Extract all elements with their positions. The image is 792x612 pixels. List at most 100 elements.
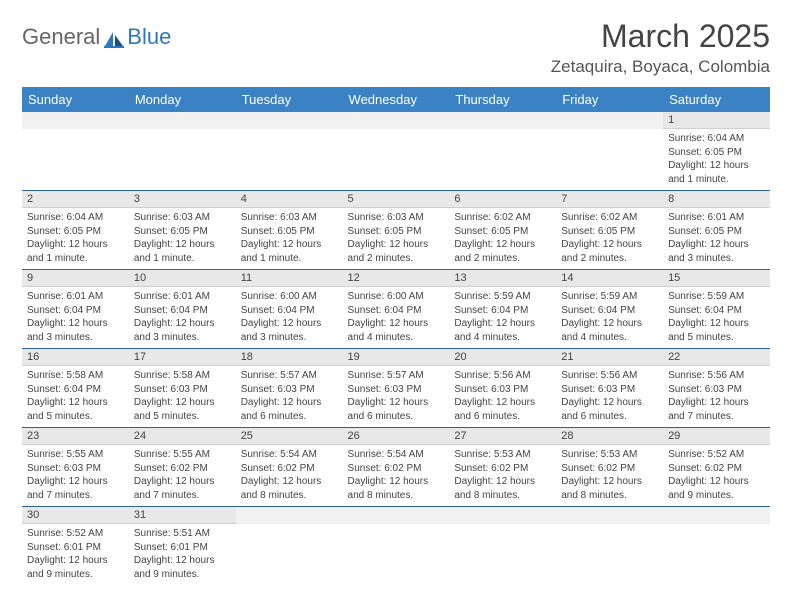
weekday-header: Wednesday — [343, 87, 450, 112]
day-details: Sunrise: 5:52 AMSunset: 6:01 PMDaylight:… — [22, 524, 129, 585]
day-number: 24 — [129, 428, 236, 445]
calendar-table: SundayMondayTuesdayWednesdayThursdayFrid… — [22, 87, 770, 585]
calendar-cell: 15Sunrise: 5:59 AMSunset: 6:04 PMDayligh… — [663, 270, 770, 349]
day-details: Sunrise: 5:58 AMSunset: 6:04 PMDaylight:… — [22, 366, 129, 427]
calendar-cell-empty — [129, 112, 236, 191]
day-number: 11 — [236, 270, 343, 287]
location-text: Zetaquira, Boyaca, Colombia — [551, 57, 770, 77]
day-number: 18 — [236, 349, 343, 366]
weekday-header: Thursday — [449, 87, 556, 112]
brand-logo: General Blue — [22, 24, 171, 50]
calendar-body: 1Sunrise: 6:04 AMSunset: 6:05 PMDaylight… — [22, 112, 770, 585]
calendar-cell: 13Sunrise: 5:59 AMSunset: 6:04 PMDayligh… — [449, 270, 556, 349]
calendar-cell: 30Sunrise: 5:52 AMSunset: 6:01 PMDayligh… — [22, 507, 129, 586]
day-number: 7 — [556, 191, 663, 208]
calendar-cell: 1Sunrise: 6:04 AMSunset: 6:05 PMDaylight… — [663, 112, 770, 191]
day-details: Sunrise: 6:02 AMSunset: 6:05 PMDaylight:… — [556, 208, 663, 269]
empty-cell-head — [449, 112, 556, 129]
empty-cell-head — [556, 507, 663, 524]
weekday-header: Sunday — [22, 87, 129, 112]
calendar-cell: 24Sunrise: 5:55 AMSunset: 6:02 PMDayligh… — [129, 428, 236, 507]
day-details: Sunrise: 6:03 AMSunset: 6:05 PMDaylight:… — [129, 208, 236, 269]
day-number: 1 — [663, 112, 770, 129]
day-details: Sunrise: 5:52 AMSunset: 6:02 PMDaylight:… — [663, 445, 770, 506]
brand-sail-icon — [103, 28, 125, 46]
month-title: March 2025 — [551, 18, 770, 55]
empty-cell-head — [343, 112, 450, 129]
calendar-cell-empty — [236, 112, 343, 191]
day-details: Sunrise: 6:01 AMSunset: 6:04 PMDaylight:… — [129, 287, 236, 348]
day-details: Sunrise: 6:04 AMSunset: 6:05 PMDaylight:… — [22, 208, 129, 269]
day-number: 28 — [556, 428, 663, 445]
calendar-cell-empty — [343, 507, 450, 586]
day-number: 30 — [22, 507, 129, 524]
empty-cell-head — [556, 112, 663, 129]
calendar-row: 30Sunrise: 5:52 AMSunset: 6:01 PMDayligh… — [22, 507, 770, 586]
weekday-header: Friday — [556, 87, 663, 112]
day-details: Sunrise: 6:00 AMSunset: 6:04 PMDaylight:… — [343, 287, 450, 348]
day-details: Sunrise: 5:57 AMSunset: 6:03 PMDaylight:… — [343, 366, 450, 427]
calendar-cell-empty — [449, 507, 556, 586]
day-number: 6 — [449, 191, 556, 208]
calendar-cell: 21Sunrise: 5:56 AMSunset: 6:03 PMDayligh… — [556, 349, 663, 428]
day-number: 17 — [129, 349, 236, 366]
day-details: Sunrise: 5:59 AMSunset: 6:04 PMDaylight:… — [556, 287, 663, 348]
day-details: Sunrise: 5:55 AMSunset: 6:03 PMDaylight:… — [22, 445, 129, 506]
brand-text-blue: Blue — [127, 24, 171, 50]
day-number: 31 — [129, 507, 236, 524]
day-number: 27 — [449, 428, 556, 445]
empty-cell-head — [236, 507, 343, 524]
empty-cell-head — [449, 507, 556, 524]
calendar-cell-empty — [556, 112, 663, 191]
day-details: Sunrise: 6:02 AMSunset: 6:05 PMDaylight:… — [449, 208, 556, 269]
empty-cell-head — [663, 507, 770, 524]
day-number: 4 — [236, 191, 343, 208]
day-number: 13 — [449, 270, 556, 287]
calendar-cell-empty — [556, 507, 663, 586]
empty-cell-head — [129, 112, 236, 129]
calendar-cell-empty — [343, 112, 450, 191]
calendar-cell: 6Sunrise: 6:02 AMSunset: 6:05 PMDaylight… — [449, 191, 556, 270]
calendar-cell-empty — [663, 507, 770, 586]
day-number: 16 — [22, 349, 129, 366]
calendar-cell: 16Sunrise: 5:58 AMSunset: 6:04 PMDayligh… — [22, 349, 129, 428]
day-details: Sunrise: 5:53 AMSunset: 6:02 PMDaylight:… — [449, 445, 556, 506]
brand-text-general: General — [22, 24, 100, 50]
calendar-row: 23Sunrise: 5:55 AMSunset: 6:03 PMDayligh… — [22, 428, 770, 507]
day-details: Sunrise: 5:56 AMSunset: 6:03 PMDaylight:… — [449, 366, 556, 427]
day-number: 25 — [236, 428, 343, 445]
calendar-cell: 8Sunrise: 6:01 AMSunset: 6:05 PMDaylight… — [663, 191, 770, 270]
day-details: Sunrise: 6:04 AMSunset: 6:05 PMDaylight:… — [663, 129, 770, 190]
calendar-cell-empty — [236, 507, 343, 586]
day-number: 26 — [343, 428, 450, 445]
day-number: 2 — [22, 191, 129, 208]
day-details: Sunrise: 5:59 AMSunset: 6:04 PMDaylight:… — [663, 287, 770, 348]
day-number: 9 — [22, 270, 129, 287]
calendar-cell: 29Sunrise: 5:52 AMSunset: 6:02 PMDayligh… — [663, 428, 770, 507]
calendar-row: 2Sunrise: 6:04 AMSunset: 6:05 PMDaylight… — [22, 191, 770, 270]
calendar-cell: 9Sunrise: 6:01 AMSunset: 6:04 PMDaylight… — [22, 270, 129, 349]
calendar-cell: 27Sunrise: 5:53 AMSunset: 6:02 PMDayligh… — [449, 428, 556, 507]
day-number: 10 — [129, 270, 236, 287]
calendar-cell: 5Sunrise: 6:03 AMSunset: 6:05 PMDaylight… — [343, 191, 450, 270]
calendar-cell: 31Sunrise: 5:51 AMSunset: 6:01 PMDayligh… — [129, 507, 236, 586]
day-number: 20 — [449, 349, 556, 366]
day-details: Sunrise: 5:53 AMSunset: 6:02 PMDaylight:… — [556, 445, 663, 506]
calendar-cell: 17Sunrise: 5:58 AMSunset: 6:03 PMDayligh… — [129, 349, 236, 428]
day-number: 15 — [663, 270, 770, 287]
calendar-cell: 28Sunrise: 5:53 AMSunset: 6:02 PMDayligh… — [556, 428, 663, 507]
day-details: Sunrise: 5:56 AMSunset: 6:03 PMDaylight:… — [556, 366, 663, 427]
weekday-header: Saturday — [663, 87, 770, 112]
calendar-cell: 20Sunrise: 5:56 AMSunset: 6:03 PMDayligh… — [449, 349, 556, 428]
day-details: Sunrise: 5:56 AMSunset: 6:03 PMDaylight:… — [663, 366, 770, 427]
calendar-cell: 26Sunrise: 5:54 AMSunset: 6:02 PMDayligh… — [343, 428, 450, 507]
empty-cell-head — [22, 112, 129, 129]
day-details: Sunrise: 5:59 AMSunset: 6:04 PMDaylight:… — [449, 287, 556, 348]
calendar-cell: 10Sunrise: 6:01 AMSunset: 6:04 PMDayligh… — [129, 270, 236, 349]
calendar-cell-empty — [449, 112, 556, 191]
calendar-cell: 19Sunrise: 5:57 AMSunset: 6:03 PMDayligh… — [343, 349, 450, 428]
calendar-row: 1Sunrise: 6:04 AMSunset: 6:05 PMDaylight… — [22, 112, 770, 191]
calendar-head: SundayMondayTuesdayWednesdayThursdayFrid… — [22, 87, 770, 112]
calendar-cell: 2Sunrise: 6:04 AMSunset: 6:05 PMDaylight… — [22, 191, 129, 270]
day-details: Sunrise: 6:03 AMSunset: 6:05 PMDaylight:… — [236, 208, 343, 269]
